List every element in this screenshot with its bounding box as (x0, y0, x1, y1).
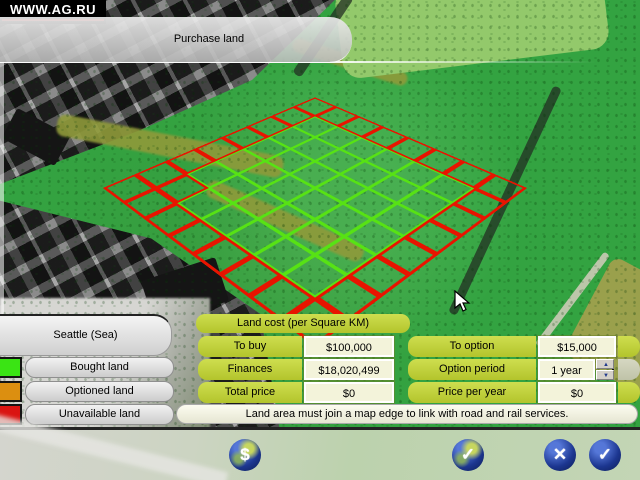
field-patch (333, 0, 611, 80)
land-cost-header: Land cost (per Square KM) (196, 314, 410, 333)
check-globe-icon: ✓ (460, 445, 476, 464)
legend-row-unavailable: Unavailable land (0, 404, 178, 425)
watermark-text: WWW.AG.RU (9, 2, 97, 17)
optioned-land-swatch (0, 381, 22, 402)
screen-title-bar: Purchase land (0, 17, 352, 63)
cancel-button[interactable]: ✕ (544, 439, 576, 471)
spinner-up-button[interactable]: ▲ (596, 359, 614, 369)
option-period-spinner: ▲ ▼ (596, 359, 614, 380)
check-icon: ✓ (597, 445, 613, 464)
spinner-down-button[interactable]: ▼ (596, 370, 614, 380)
status-message-bar: Land area must join a map edge to link w… (176, 404, 638, 424)
region-label-pill: Seattle (Sea) (0, 314, 172, 356)
legend-pill: Unavailable land (25, 404, 174, 425)
row-end-cap (618, 359, 640, 380)
region-name: Seattle (Sea) (53, 329, 118, 341)
legend-pill: Optioned land (25, 381, 174, 402)
to-option-value: $15,000 (538, 336, 616, 357)
toolbar-strip (0, 411, 640, 480)
window-edge (0, 62, 4, 315)
close-icon: ✕ (552, 445, 568, 464)
to-buy-label: To buy (198, 336, 302, 357)
accept-button[interactable]: ✓ (589, 439, 621, 471)
total-price-value: $0 (304, 382, 394, 403)
price-per-year-value: $0 (538, 382, 616, 403)
legend-pill: Bought land (25, 357, 174, 378)
status-message: Land area must join a map edge to link w… (245, 408, 569, 420)
legend-label: Unavailable land (58, 408, 141, 420)
dollar-icon: $ (240, 445, 250, 464)
legend-label: Optioned land (65, 385, 134, 397)
title-bar-underline (330, 61, 596, 63)
bought-land-swatch (0, 357, 22, 378)
legend-label: Bought land (70, 361, 129, 373)
finance-button[interactable]: $ (229, 439, 261, 471)
row-end-cap (618, 382, 640, 403)
land-cost-header-label: Land cost (per Square KM) (236, 317, 370, 329)
page-title: Purchase land (173, 33, 245, 45)
legend-row-optioned: Optioned land (0, 381, 178, 402)
to-buy-value: $100,000 (304, 336, 394, 357)
to-option-label: To option (408, 336, 536, 357)
price-per-year-label: Price per year (408, 382, 536, 403)
row-end-cap (618, 336, 640, 357)
finances-label: Finances (198, 359, 302, 380)
finances-value: $18,020,499 (304, 359, 394, 380)
mouse-cursor-icon (454, 290, 471, 312)
legend-row-bought: Bought land (0, 357, 178, 378)
option-period-label: Option period (408, 359, 536, 380)
total-price-label: Total price (198, 382, 302, 403)
option-period-value: 1 year (538, 359, 595, 380)
confirm-area-button[interactable]: ✓ (452, 439, 484, 471)
